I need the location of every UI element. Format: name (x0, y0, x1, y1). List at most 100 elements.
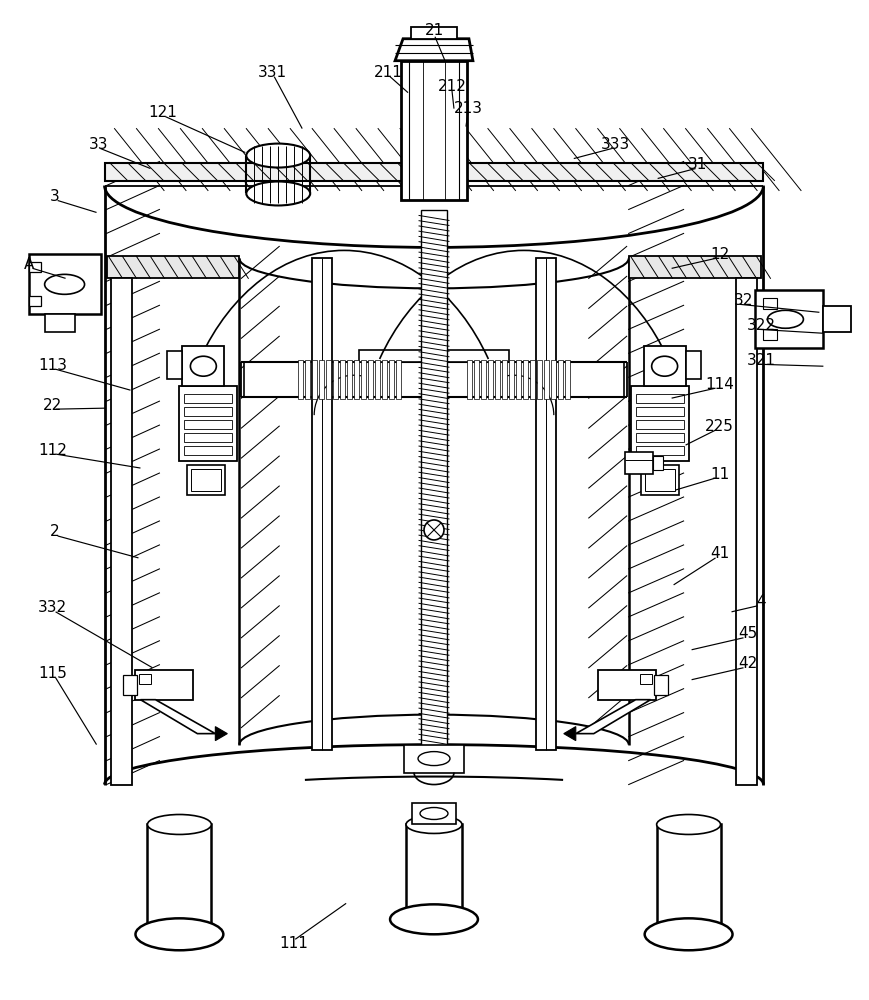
Text: 31: 31 (688, 157, 707, 172)
Ellipse shape (246, 144, 310, 168)
Bar (495, 360, 501, 399)
Bar (333, 360, 338, 399)
Text: 42: 42 (738, 656, 757, 671)
Bar (110, 278, 132, 785)
Bar (530, 360, 535, 399)
Text: 112: 112 (38, 443, 67, 458)
Bar (184, 407, 232, 416)
Text: 331: 331 (258, 65, 287, 80)
Bar (319, 360, 323, 399)
Bar (755, 290, 823, 348)
Bar (640, 674, 652, 684)
Bar (312, 258, 332, 750)
Bar (657, 824, 720, 934)
Bar (631, 386, 688, 461)
Text: 322: 322 (747, 318, 776, 333)
Text: 2: 2 (50, 524, 59, 539)
Bar (653, 675, 667, 695)
Bar (502, 360, 507, 399)
Bar (481, 360, 487, 399)
Ellipse shape (406, 815, 462, 833)
Bar (551, 360, 556, 399)
Bar (123, 675, 137, 695)
Bar (422, 803, 446, 842)
Bar (395, 360, 401, 399)
Text: 211: 211 (374, 65, 402, 80)
Ellipse shape (418, 752, 450, 766)
Ellipse shape (652, 356, 678, 376)
Bar (516, 360, 521, 399)
Text: 4: 4 (757, 594, 766, 609)
Bar (44, 314, 75, 332)
Bar (381, 360, 387, 399)
Bar (636, 407, 684, 416)
Bar (182, 346, 224, 386)
Bar (537, 360, 542, 399)
Bar (305, 360, 309, 399)
Ellipse shape (420, 808, 448, 819)
Bar (636, 446, 684, 455)
Bar (29, 254, 101, 314)
Ellipse shape (246, 182, 310, 205)
Polygon shape (395, 39, 473, 61)
Bar (347, 360, 352, 399)
Bar (558, 360, 563, 399)
Bar (401, 61, 467, 200)
Bar (636, 394, 684, 403)
Bar (735, 278, 758, 785)
Text: A: A (23, 257, 34, 272)
Text: 113: 113 (38, 358, 67, 373)
Bar (636, 420, 684, 429)
Bar (764, 298, 778, 309)
Bar (340, 360, 345, 399)
Bar (298, 360, 302, 399)
Bar (388, 360, 394, 399)
Text: 212: 212 (437, 79, 467, 94)
Text: 114: 114 (705, 377, 734, 392)
Bar (636, 433, 684, 442)
Text: 213: 213 (454, 101, 482, 116)
Bar (488, 360, 494, 399)
Ellipse shape (390, 904, 478, 934)
Bar (326, 360, 331, 399)
Bar (406, 824, 462, 919)
Bar (474, 360, 480, 399)
Bar (244, 362, 624, 397)
Bar (686, 351, 700, 379)
Bar (645, 469, 674, 491)
Bar (625, 452, 653, 474)
Ellipse shape (645, 918, 733, 950)
Bar (29, 296, 41, 306)
Bar (359, 350, 509, 362)
Text: 115: 115 (38, 666, 67, 681)
Bar (523, 360, 528, 399)
Bar (421, 210, 447, 758)
Ellipse shape (136, 918, 223, 950)
Polygon shape (576, 700, 651, 734)
Bar (107, 256, 239, 278)
Text: 333: 333 (601, 137, 630, 152)
Text: 121: 121 (148, 105, 177, 120)
Text: 225: 225 (705, 419, 734, 434)
Bar (598, 670, 655, 700)
Bar (412, 803, 456, 824)
Bar (404, 745, 464, 773)
Ellipse shape (190, 356, 216, 376)
Bar (312, 360, 316, 399)
Ellipse shape (657, 814, 720, 834)
Bar (184, 433, 232, 442)
Bar (188, 465, 225, 495)
Bar (139, 674, 151, 684)
Text: 33: 33 (89, 137, 109, 152)
Bar (184, 394, 232, 403)
Ellipse shape (767, 310, 804, 328)
Bar (764, 329, 778, 340)
Bar (566, 360, 570, 399)
Bar (361, 360, 366, 399)
Bar (184, 420, 232, 429)
Ellipse shape (424, 520, 444, 540)
Polygon shape (141, 700, 216, 734)
Bar (368, 360, 373, 399)
Bar (148, 824, 211, 934)
Bar (544, 360, 549, 399)
